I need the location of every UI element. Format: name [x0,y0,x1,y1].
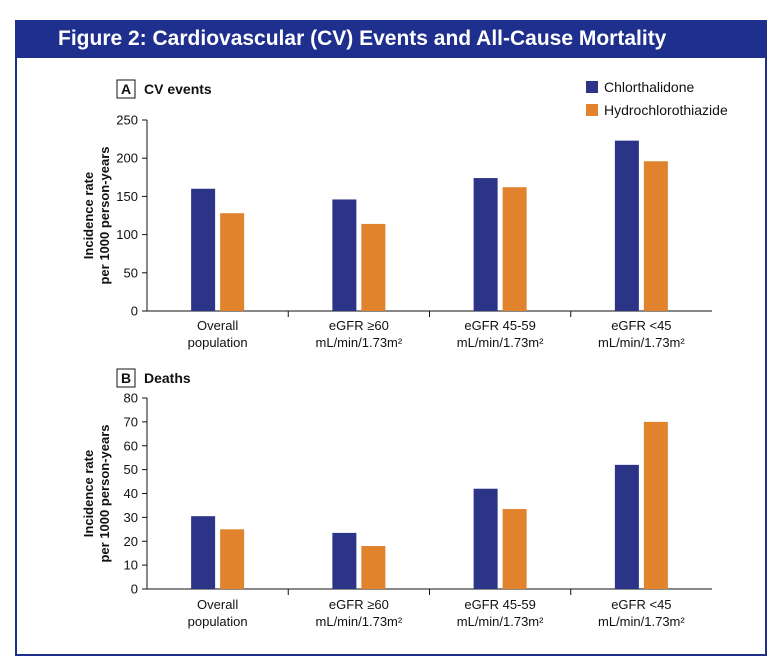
x-category-label: eGFR 45-59 [464,597,536,612]
bar-hydrochlorothiazide [220,529,245,589]
x-category-label: mL/min/1.73m² [598,335,685,350]
y-tick-label: 250 [116,113,138,128]
x-category-label: mL/min/1.73m² [457,335,544,350]
y-tick-label: 0 [131,304,138,319]
panel-letter: B [121,370,131,386]
figure-title: Figure 2: Cardiovascular (CV) Events and… [58,27,667,50]
y-tick-label: 50 [124,265,138,280]
panel-letter-box [116,79,136,99]
panel-letter: A [121,81,131,97]
y-tick-label: 60 [124,438,138,453]
figure-frame [15,20,767,656]
y-tick-label: 10 [124,558,138,573]
y-tick-label: 0 [131,582,138,597]
bar-chlorthalidone [332,199,357,311]
legend-label: Hydrochlorothiazide [604,102,728,118]
figure-header-bar [15,20,767,58]
x-category-label: mL/min/1.73m² [598,614,685,629]
bar-chlorthalidone [614,140,639,311]
bar-hydrochlorothiazide [502,187,527,311]
x-category-label: mL/min/1.73m² [316,614,403,629]
x-category-label: population [188,614,248,629]
bar-hydrochlorothiazide [502,509,527,589]
bar-chlorthalidone [332,532,357,589]
y-tick-label: 40 [124,486,138,501]
legend: Chlorthalidone Hydrochlorothiazide [586,79,728,118]
bar-hydrochlorothiazide [643,161,668,311]
panel-letter-box [116,368,136,388]
x-category-label: eGFR <45 [611,318,671,333]
bar-hydrochlorothiazide [361,546,386,589]
bar-chlorthalidone [473,178,498,311]
x-category-label: eGFR 45-59 [464,318,536,333]
bar-chlorthalidone [191,516,216,589]
y-axis-label-line: per 1000 person-years [97,424,112,562]
y-axis-label: Incidence rateper 1000 person-years [81,146,112,284]
x-category-label: mL/min/1.73m² [316,335,403,350]
legend-swatch-chlorthalidone [586,81,598,93]
y-tick-label: 80 [124,391,138,406]
x-category-label: mL/min/1.73m² [457,614,544,629]
x-category-label: population [188,335,248,350]
y-tick-label: 200 [116,151,138,166]
panel-title: CV events [144,81,212,97]
legend-label: Chlorthalidone [604,79,694,95]
bar-chlorthalidone [191,188,216,311]
y-axis-label: Incidence rateper 1000 person-years [81,424,112,562]
x-category-label: eGFR <45 [611,597,671,612]
y-tick-label: 20 [124,534,138,549]
legend-swatch-hydrochlorothiazide [586,104,598,116]
y-tick-label: 150 [116,189,138,204]
x-category-label: Overall [197,597,238,612]
y-axis-label-line: Incidence rate [81,172,96,259]
bar-hydrochlorothiazide [643,421,668,589]
bar-hydrochlorothiazide [220,213,245,311]
y-tick-label: 30 [124,510,138,525]
x-category-label: eGFR ≥60 [329,318,389,333]
bar-hydrochlorothiazide [361,223,386,311]
y-tick-label: 100 [116,227,138,242]
chart-panel-b: B Deaths 0 10 20 30 40 50 60 70 80 Incidence ratepe… [81,368,712,629]
bar-chlorthalidone [614,464,639,589]
y-axis-label-line: per 1000 person-years [97,146,112,284]
bar-chlorthalidone [473,488,498,589]
y-tick-label: 50 [124,462,138,477]
x-category-label: eGFR ≥60 [329,597,389,612]
panel-title: Deaths [144,370,191,386]
x-category-label: Overall [197,318,238,333]
y-tick-label: 70 [124,414,138,429]
y-axis-label-line: Incidence rate [81,450,96,537]
